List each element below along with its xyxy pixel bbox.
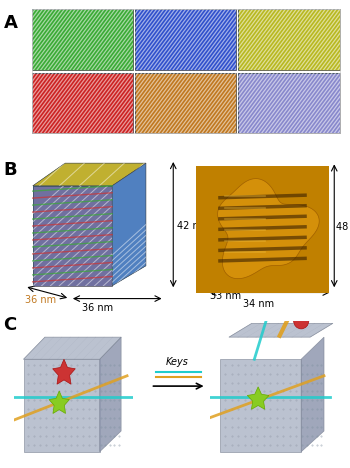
Polygon shape — [33, 186, 112, 286]
Polygon shape — [52, 359, 75, 384]
FancyBboxPatch shape — [238, 9, 340, 70]
Bar — [32, 73, 133, 133]
Circle shape — [294, 312, 309, 329]
Polygon shape — [49, 391, 69, 413]
Text: A: A — [4, 14, 18, 32]
Polygon shape — [100, 337, 121, 452]
Text: 36 nm: 36 nm — [25, 295, 56, 305]
Polygon shape — [247, 387, 269, 410]
Text: 34 nm: 34 nm — [244, 299, 274, 308]
Bar — [32, 9, 133, 70]
FancyBboxPatch shape — [32, 73, 133, 133]
Polygon shape — [112, 163, 146, 286]
Text: B: B — [4, 161, 17, 179]
Text: 36 nm: 36 nm — [83, 303, 113, 313]
FancyBboxPatch shape — [238, 73, 340, 133]
Text: Keys: Keys — [165, 358, 188, 367]
Polygon shape — [301, 337, 324, 452]
Bar — [32, 9, 340, 133]
FancyBboxPatch shape — [135, 73, 236, 133]
Polygon shape — [229, 323, 333, 337]
Polygon shape — [33, 163, 146, 186]
Text: C: C — [4, 316, 17, 334]
Polygon shape — [218, 179, 319, 278]
Polygon shape — [220, 359, 301, 452]
FancyBboxPatch shape — [32, 9, 133, 70]
Polygon shape — [33, 163, 146, 186]
Text: 33 nm: 33 nm — [210, 291, 241, 301]
Bar — [135, 73, 236, 133]
FancyBboxPatch shape — [135, 9, 236, 70]
Polygon shape — [23, 359, 100, 452]
Bar — [135, 9, 236, 70]
Polygon shape — [112, 163, 146, 286]
Polygon shape — [23, 337, 121, 359]
Bar — [238, 9, 340, 70]
Polygon shape — [33, 186, 112, 286]
Bar — [238, 73, 340, 133]
Text: 42 nm: 42 nm — [177, 220, 208, 231]
Text: 48 nm: 48 nm — [336, 222, 350, 232]
